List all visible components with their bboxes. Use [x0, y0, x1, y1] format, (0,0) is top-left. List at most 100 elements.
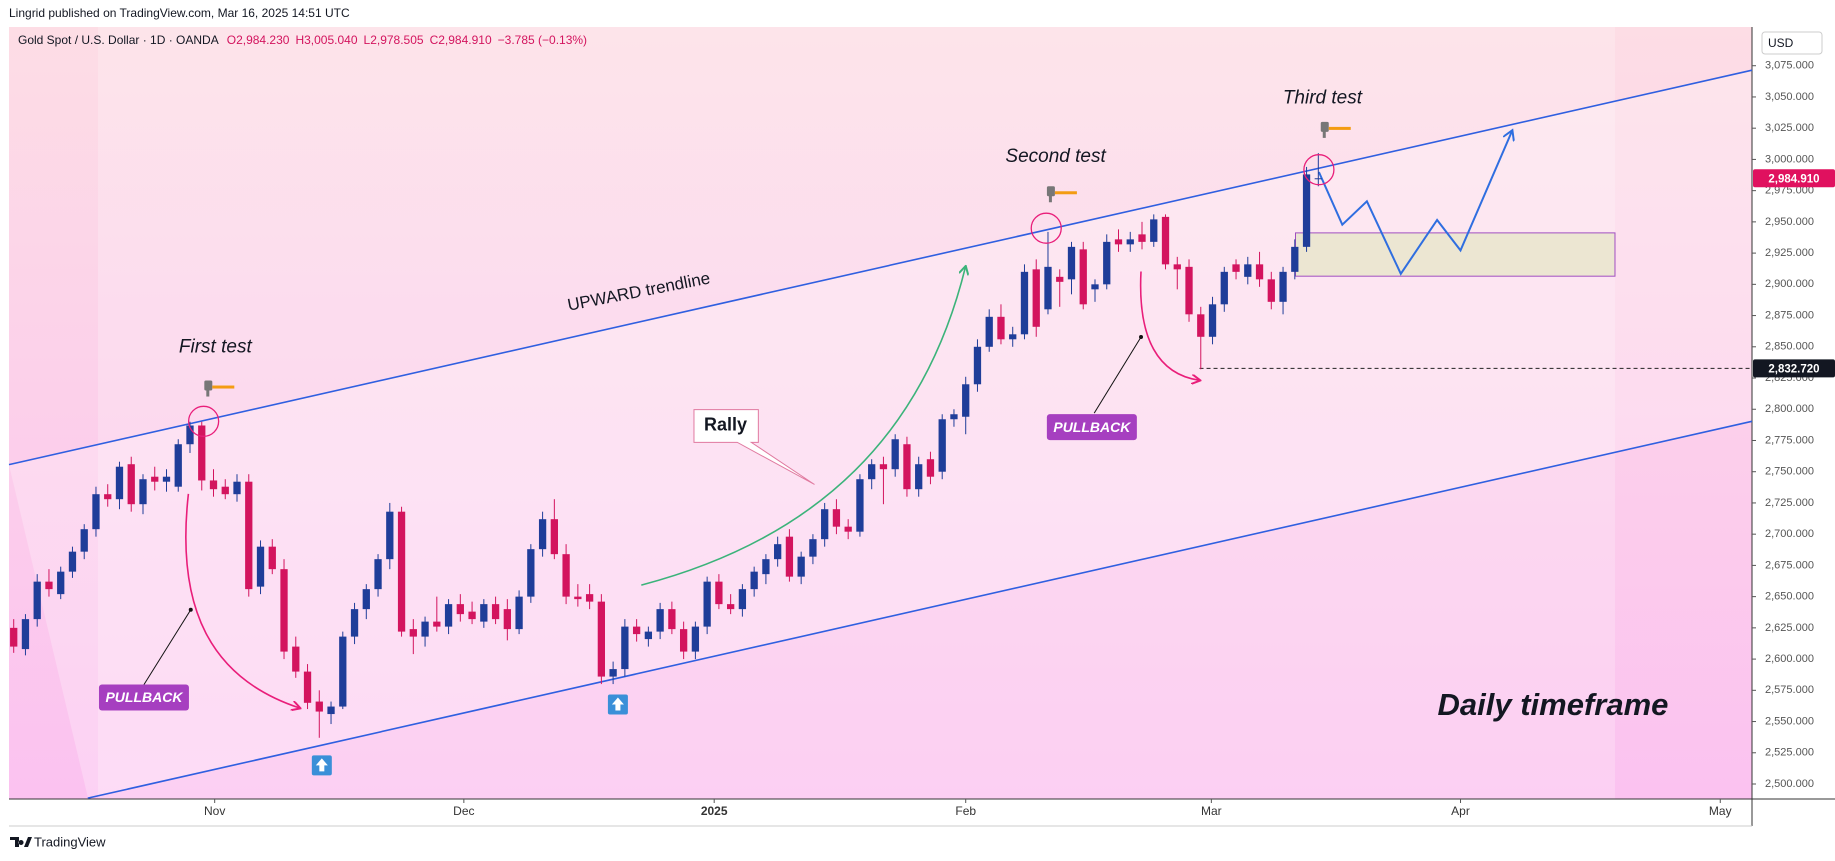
candle-body [198, 425, 206, 481]
x-tick-label: Nov [204, 804, 225, 818]
candle-body [444, 604, 453, 627]
candle-body [691, 626, 700, 652]
candle-body [1079, 249, 1087, 305]
ohlc-value: H3,005.040 [295, 33, 357, 47]
footer-logo [10, 837, 32, 847]
candle-body [515, 596, 523, 630]
candle-body [762, 559, 770, 575]
candle-body [421, 621, 429, 637]
candle-body [151, 476, 159, 482]
hammer-head [1320, 121, 1329, 132]
highlight-range [98, 27, 1615, 799]
plot-background [9, 27, 1752, 799]
candle-body [280, 569, 288, 652]
candle-body [1056, 276, 1064, 282]
test-label: Third test [1283, 87, 1363, 108]
candle-body [256, 546, 265, 587]
y-tick-label: 2,700.000 [1765, 528, 1814, 540]
leader-line [1093, 336, 1142, 414]
x-tick-label: Apr [1451, 804, 1470, 818]
candle-body [1138, 234, 1146, 242]
candle-body [115, 466, 124, 500]
candle-body [233, 481, 241, 495]
candle-body [1126, 239, 1134, 245]
candle-body [315, 701, 323, 712]
candle-body [45, 581, 53, 590]
test-label: First test [179, 337, 253, 358]
ohlc-value: L2,978.505 [364, 33, 424, 47]
candle-body [386, 511, 394, 560]
candle-body [715, 581, 723, 605]
candle-body [1255, 264, 1264, 280]
candle-body [68, 551, 77, 572]
candle-body [104, 494, 112, 500]
candle-body [785, 536, 794, 577]
candle-body [1044, 266, 1052, 310]
candle-body [938, 419, 946, 472]
candle-body [1091, 284, 1099, 290]
candle-body [303, 671, 312, 703]
hammer-bar [1328, 126, 1351, 130]
candle-body [456, 604, 464, 615]
y-tick-label: 2,725.000 [1765, 497, 1814, 509]
candle-body [727, 604, 735, 610]
candle-body [926, 459, 935, 477]
candle-body [57, 571, 65, 595]
candle-body [409, 629, 417, 637]
candle-body [1161, 216, 1170, 265]
hammer-head [204, 380, 213, 391]
candle-body [632, 626, 641, 635]
symbol-title: Gold Spot / U.S. Dollar · 1D · OANDA [18, 33, 219, 47]
ohlc-value: −3.785 (−0.13%) [498, 33, 587, 47]
candle-body [868, 464, 876, 480]
y-tick-label: 3,075.000 [1765, 60, 1814, 72]
hammer-head [1046, 186, 1055, 197]
candle-body [1208, 304, 1217, 337]
y-tick-label: 2,800.000 [1765, 403, 1814, 415]
candle-body [480, 604, 488, 622]
rally-label: Rally [704, 415, 747, 435]
candle-body [538, 519, 547, 550]
candle-body [1032, 269, 1040, 327]
y-tick-label: 2,875.000 [1765, 309, 1814, 321]
candle-body [139, 479, 147, 505]
candle-body [327, 706, 335, 715]
candle-body [844, 526, 852, 532]
x-tick-label: Dec [453, 804, 474, 818]
y-tick-label: 2,750.000 [1765, 466, 1814, 478]
test-circle [1303, 154, 1335, 186]
support-zone [1295, 232, 1616, 277]
candle-body [10, 627, 18, 647]
candle-body [527, 549, 535, 597]
candle-body [221, 486, 229, 495]
y-tick-label: 2,575.000 [1765, 684, 1814, 696]
candle-body [1067, 246, 1076, 280]
candle-body [397, 511, 406, 632]
candle-body [1103, 241, 1111, 285]
y-tick-label: 2,525.000 [1765, 747, 1814, 759]
y-tick-label: 2,950.000 [1765, 216, 1814, 228]
candle-body [503, 609, 511, 630]
test-circle [1030, 212, 1062, 244]
price-tag-label: 2,984.910 [1768, 173, 1819, 185]
ohlc-value: O2,984.230 [227, 33, 290, 47]
y-tick-label: 2,650.000 [1765, 591, 1814, 603]
candle-body [1114, 239, 1123, 245]
candle-body [362, 589, 370, 610]
leader-dot [1139, 335, 1144, 340]
candle-body [750, 571, 758, 590]
pullback-arrow [1139, 271, 1200, 381]
candle-body [891, 439, 899, 470]
candle-body [621, 626, 629, 670]
rally-arrow [641, 267, 965, 586]
y-tick-label: 2,900.000 [1765, 278, 1814, 290]
hammer-handle [206, 388, 210, 397]
hammer-handle [1322, 129, 1326, 138]
footer-brand: TradingView [34, 834, 106, 849]
candle-body [1009, 334, 1017, 340]
candle-body [703, 581, 711, 627]
header-bar [0, 0, 1835, 27]
y-tick-label: 3,025.000 [1765, 122, 1814, 134]
y-tick-label: 2,500.000 [1765, 778, 1814, 790]
